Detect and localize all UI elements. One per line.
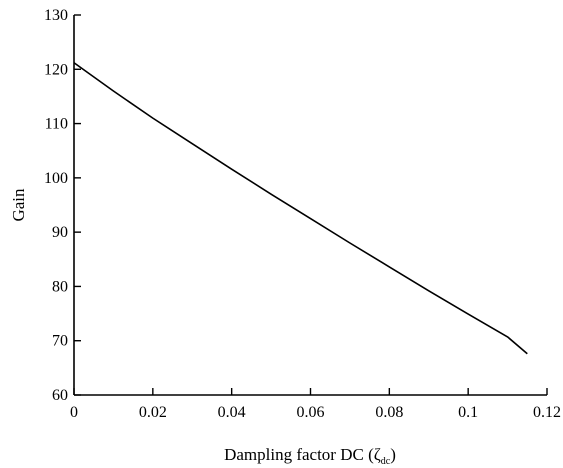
x-tick-label: 0.04	[218, 404, 246, 421]
y-axis-title: Gain	[9, 188, 28, 222]
y-tick-label: 120	[44, 61, 68, 78]
x-tick-label: 0	[70, 404, 78, 421]
x-ticks: 0 0.02 0.04 0.06 0.08 0.1 0.12	[70, 388, 561, 421]
x-tick-label: 0.08	[375, 404, 403, 421]
series-line	[73, 62, 528, 355]
y-tick-label: 70	[52, 333, 68, 350]
y-tick-label: 130	[44, 7, 68, 24]
y-tick-label: 100	[44, 170, 68, 187]
axes	[73, 15, 547, 396]
x-axis-title-close: )	[390, 445, 396, 464]
series-layer	[73, 62, 528, 355]
y-tick-label: 80	[52, 278, 68, 295]
x-tick-label: 0.12	[533, 404, 561, 421]
x-axis-title-main: Dampling factor DC (ζ	[224, 445, 381, 464]
y-ticks: 60 70 80 90 100 110 120 130	[44, 7, 81, 404]
x-axis-title: Dampling factor DC (ζdc)	[224, 445, 396, 467]
y-tick-label: 110	[45, 116, 68, 133]
x-axis-title-subscript: dc	[381, 456, 391, 467]
x-tick-label: 0.06	[297, 404, 325, 421]
x-tick-label: 0.02	[139, 404, 167, 421]
y-tick-label: 90	[52, 224, 68, 241]
x-tick-label: 0.1	[458, 404, 478, 421]
y-tick-label: 60	[52, 387, 68, 404]
